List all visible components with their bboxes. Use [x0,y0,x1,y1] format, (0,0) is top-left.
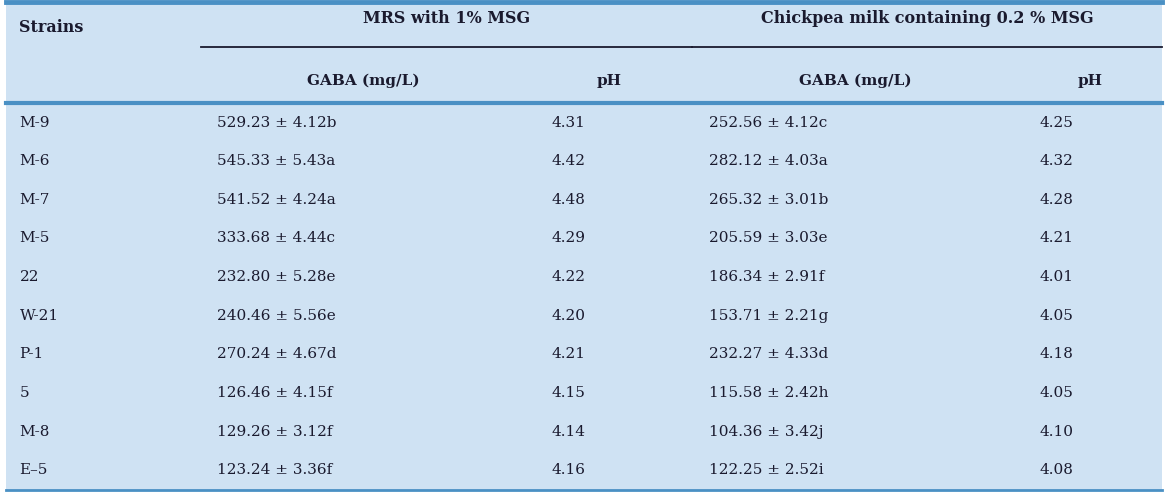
Text: P-1: P-1 [20,347,43,361]
Text: 4.16: 4.16 [551,463,585,477]
Text: 541.52 ± 4.24a: 541.52 ± 4.24a [217,193,336,207]
Text: 4.08: 4.08 [1040,463,1073,477]
Text: Strains: Strains [20,19,84,36]
Text: 4.20: 4.20 [551,309,585,323]
Text: M-7: M-7 [20,193,50,207]
Text: 4.32: 4.32 [1040,154,1073,168]
Text: pH: pH [597,74,621,88]
Text: 4.22: 4.22 [551,270,585,284]
Text: 4.01: 4.01 [1040,270,1073,284]
Text: W-21: W-21 [20,309,58,323]
Text: 129.26 ± 3.12f: 129.26 ± 3.12f [217,425,333,438]
Text: 282.12 ± 4.03a: 282.12 ± 4.03a [709,154,827,168]
Text: 252.56 ± 4.12c: 252.56 ± 4.12c [709,116,827,129]
Text: 5: 5 [20,386,29,400]
Text: 529.23 ± 4.12b: 529.23 ± 4.12b [217,116,336,129]
Text: 104.36 ± 3.42j: 104.36 ± 3.42j [709,425,823,438]
Text: 4.14: 4.14 [551,425,585,438]
Text: E–5: E–5 [20,463,48,477]
Text: Chickpea milk containing 0.2 % MSG: Chickpea milk containing 0.2 % MSG [762,10,1093,27]
Text: 333.68 ± 4.44c: 333.68 ± 4.44c [217,232,335,246]
Text: 22: 22 [20,270,39,284]
Text: 4.21: 4.21 [551,347,585,361]
Text: 4.48: 4.48 [551,193,585,207]
Text: 4.21: 4.21 [1040,232,1073,246]
Text: 265.32 ± 3.01b: 265.32 ± 3.01b [709,193,828,207]
Text: 4.05: 4.05 [1040,386,1073,400]
Text: M-8: M-8 [20,425,50,438]
Text: 4.05: 4.05 [1040,309,1073,323]
Text: GABA (mg/L): GABA (mg/L) [307,74,419,89]
Text: MRS with 1% MSG: MRS with 1% MSG [363,10,530,27]
Text: 122.25 ± 2.52i: 122.25 ± 2.52i [709,463,823,477]
Text: 153.71 ± 2.21g: 153.71 ± 2.21g [709,309,828,323]
Text: 4.15: 4.15 [551,386,585,400]
Text: 240.46 ± 5.56e: 240.46 ± 5.56e [217,309,336,323]
Text: 205.59 ± 3.03e: 205.59 ± 3.03e [709,232,827,246]
Text: M-5: M-5 [20,232,50,246]
Text: 4.29: 4.29 [551,232,585,246]
Text: 545.33 ± 5.43a: 545.33 ± 5.43a [217,154,335,168]
Text: 4.10: 4.10 [1040,425,1073,438]
Text: pH: pH [1077,74,1103,88]
Text: 123.24 ± 3.36f: 123.24 ± 3.36f [217,463,333,477]
Text: 270.24 ± 4.67d: 270.24 ± 4.67d [217,347,336,361]
Text: 186.34 ± 2.91f: 186.34 ± 2.91f [709,270,825,284]
Text: 115.58 ± 2.42h: 115.58 ± 2.42h [709,386,828,400]
Text: GABA (mg/L): GABA (mg/L) [799,74,911,89]
Text: 232.80 ± 5.28e: 232.80 ± 5.28e [217,270,335,284]
Text: 126.46 ± 4.15f: 126.46 ± 4.15f [217,386,333,400]
Text: 4.31: 4.31 [551,116,585,129]
Text: 4.18: 4.18 [1040,347,1073,361]
Text: 4.25: 4.25 [1040,116,1073,129]
Text: 4.42: 4.42 [551,154,585,168]
Text: M-9: M-9 [20,116,50,129]
Text: 232.27 ± 4.33d: 232.27 ± 4.33d [709,347,828,361]
Text: M-6: M-6 [20,154,50,168]
Text: 4.28: 4.28 [1040,193,1073,207]
